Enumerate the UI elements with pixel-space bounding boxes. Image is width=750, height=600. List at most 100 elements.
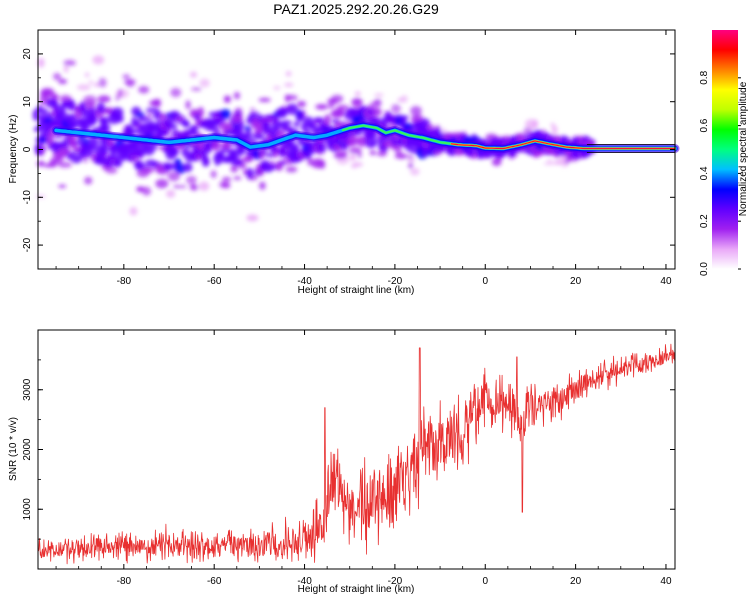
spectrogram-band-cell bbox=[89, 115, 98, 122]
spectrogram-speckle bbox=[136, 186, 145, 193]
spectrogram-speckle bbox=[36, 160, 45, 167]
spectrogram-speckle bbox=[333, 152, 348, 159]
spectrogram-band-cell bbox=[162, 162, 173, 167]
spectrogram-speckle bbox=[58, 79, 68, 85]
spectrogram-band-cell bbox=[237, 120, 245, 130]
colorbar-tick-label: 0.4 bbox=[699, 166, 710, 180]
spectrogram-x-tick-label: -80 bbox=[117, 276, 132, 287]
spectrogram-speckle bbox=[190, 183, 199, 191]
colorbar-tick-label: 0.6 bbox=[699, 118, 710, 132]
spectrogram-band-cell bbox=[183, 162, 193, 173]
spectrogram-band-cell bbox=[221, 141, 232, 150]
spectrogram-y-tick-label: -10 bbox=[22, 190, 33, 205]
spectrogram-speckle bbox=[551, 125, 558, 135]
spectrogram-speckle bbox=[136, 168, 150, 178]
spectrogram-band-cell bbox=[508, 151, 516, 158]
spectrogram-speckle bbox=[129, 206, 138, 216]
spectrogram-band-cell bbox=[327, 144, 335, 151]
spectrogram-band-cell bbox=[175, 116, 184, 121]
spectrogram-band-cell bbox=[275, 160, 283, 172]
spectrogram-speckle bbox=[376, 152, 385, 156]
spectrogram-speckle bbox=[165, 189, 176, 198]
spectrogram-speckle bbox=[523, 126, 533, 135]
spectrogram-band-cell bbox=[113, 161, 123, 167]
spectrogram-band-cell bbox=[257, 126, 264, 133]
spectrogram-x-tick-label: -40 bbox=[297, 276, 312, 287]
snr-x-tick-label: -60 bbox=[207, 576, 222, 587]
spectrogram-y-ticks: 20 10 0 -10 -20 bbox=[22, 29, 675, 270]
spectrogram-band-cell bbox=[134, 161, 142, 169]
spectrogram-speckle bbox=[307, 155, 313, 166]
spectrogram-band-cell bbox=[53, 104, 66, 115]
spectrogram-band-cell bbox=[286, 103, 299, 115]
snr-x-tick-label: -40 bbox=[297, 576, 312, 587]
spectrogram-band-cell bbox=[371, 107, 382, 117]
spectrogram-speckle bbox=[118, 88, 123, 98]
spectrogram-band-cell bbox=[94, 155, 105, 165]
spectrogram-band-cell bbox=[245, 128, 252, 138]
spectrogram-speckle bbox=[351, 97, 363, 107]
snr-x-label: Height of straight line (km) bbox=[298, 584, 415, 595]
spectrogram-band-cell bbox=[346, 136, 358, 147]
spectrogram-band-cell bbox=[70, 138, 77, 150]
spectrogram-band-cell bbox=[174, 158, 181, 164]
spectrogram-x-tick-label: -20 bbox=[388, 276, 403, 287]
spectrogram-band-cell bbox=[159, 113, 167, 121]
spectrogram-speckle bbox=[92, 55, 105, 65]
spectrogram-band-cell bbox=[70, 154, 83, 164]
spectrogram-band-cell bbox=[230, 158, 243, 167]
spectrogram-band-cell bbox=[364, 136, 377, 149]
spectrogram-speckle bbox=[58, 184, 67, 188]
spectrogram-speckle bbox=[410, 105, 422, 116]
colorbar-label: Normalized spectral amplitude bbox=[738, 81, 749, 216]
spectrogram-speckle bbox=[63, 59, 77, 66]
spectrogram-x-tick-label: 40 bbox=[660, 276, 672, 287]
spectrogram-band-cell bbox=[181, 120, 190, 127]
spectrogram-speckle bbox=[84, 176, 93, 185]
colorbar-tick-label: 0.8 bbox=[699, 70, 710, 84]
spectrogram-speckle bbox=[233, 91, 241, 100]
spectrogram-band-cell bbox=[281, 120, 293, 126]
spectrogram-speckle bbox=[57, 147, 71, 156]
snr-x-tick-label: -20 bbox=[388, 576, 403, 587]
spectrogram-panel: -80 -60 -40 -20 0 20 40 20 10 0 -10 -20 Height of … bbox=[8, 29, 680, 296]
spectrogram-speckle bbox=[233, 176, 242, 180]
spectrogram-speckle bbox=[223, 95, 232, 103]
spectrogram-speckle bbox=[273, 85, 281, 91]
spectrogram-band-cell bbox=[89, 143, 97, 151]
snr-x-tick-label: 40 bbox=[660, 576, 672, 587]
spectrogram-band-cell bbox=[243, 125, 252, 131]
spectrogram-band-cell bbox=[134, 120, 141, 126]
spectrogram-speckle bbox=[54, 155, 63, 164]
spectrogram-x-tick-label: 20 bbox=[570, 276, 582, 287]
spectrogram-band-cell bbox=[313, 117, 325, 123]
snr-y-tick-label: 1000 bbox=[22, 498, 33, 521]
spectrogram-band-cell bbox=[390, 144, 402, 151]
spectrogram-speckle bbox=[258, 97, 271, 102]
spectrogram-band-cell bbox=[367, 131, 378, 139]
snr-y-tick-label: 2000 bbox=[22, 438, 33, 461]
spectrogram-speckle bbox=[167, 171, 181, 182]
spectrogram-speckle bbox=[394, 153, 409, 159]
spectrogram-speckle bbox=[369, 150, 377, 156]
spectrogram-band-cell bbox=[108, 144, 119, 154]
spectrogram-speckle bbox=[369, 101, 379, 106]
spectrogram-speckle bbox=[221, 176, 232, 182]
spectrogram-speckle bbox=[85, 100, 96, 110]
spectrogram-speckle bbox=[409, 167, 420, 176]
spectrogram-speckle bbox=[334, 108, 345, 118]
spectrogram-y-tick-label: 20 bbox=[22, 48, 33, 60]
spectrogram-speckle bbox=[350, 165, 358, 169]
spectrogram-band-cell bbox=[166, 123, 178, 130]
spectrogram-speckle bbox=[58, 161, 72, 168]
spectrogram-band-cell bbox=[197, 106, 204, 118]
spectrogram-ridge bbox=[51, 121, 680, 153]
spectrogram-band-cell bbox=[356, 136, 368, 147]
spectrogram-band-cell bbox=[204, 118, 216, 126]
spectrogram-speckle bbox=[185, 175, 197, 185]
spectrogram-band-cell bbox=[79, 101, 86, 112]
colorbar-tick-label: 0.2 bbox=[699, 214, 710, 228]
snr-panel: -80 -60 -40 -20 0 20 40 1000 2000 3000 Height of… bbox=[8, 329, 676, 595]
spectrogram-speckle bbox=[199, 78, 210, 88]
spectrogram-speckle bbox=[59, 94, 72, 104]
